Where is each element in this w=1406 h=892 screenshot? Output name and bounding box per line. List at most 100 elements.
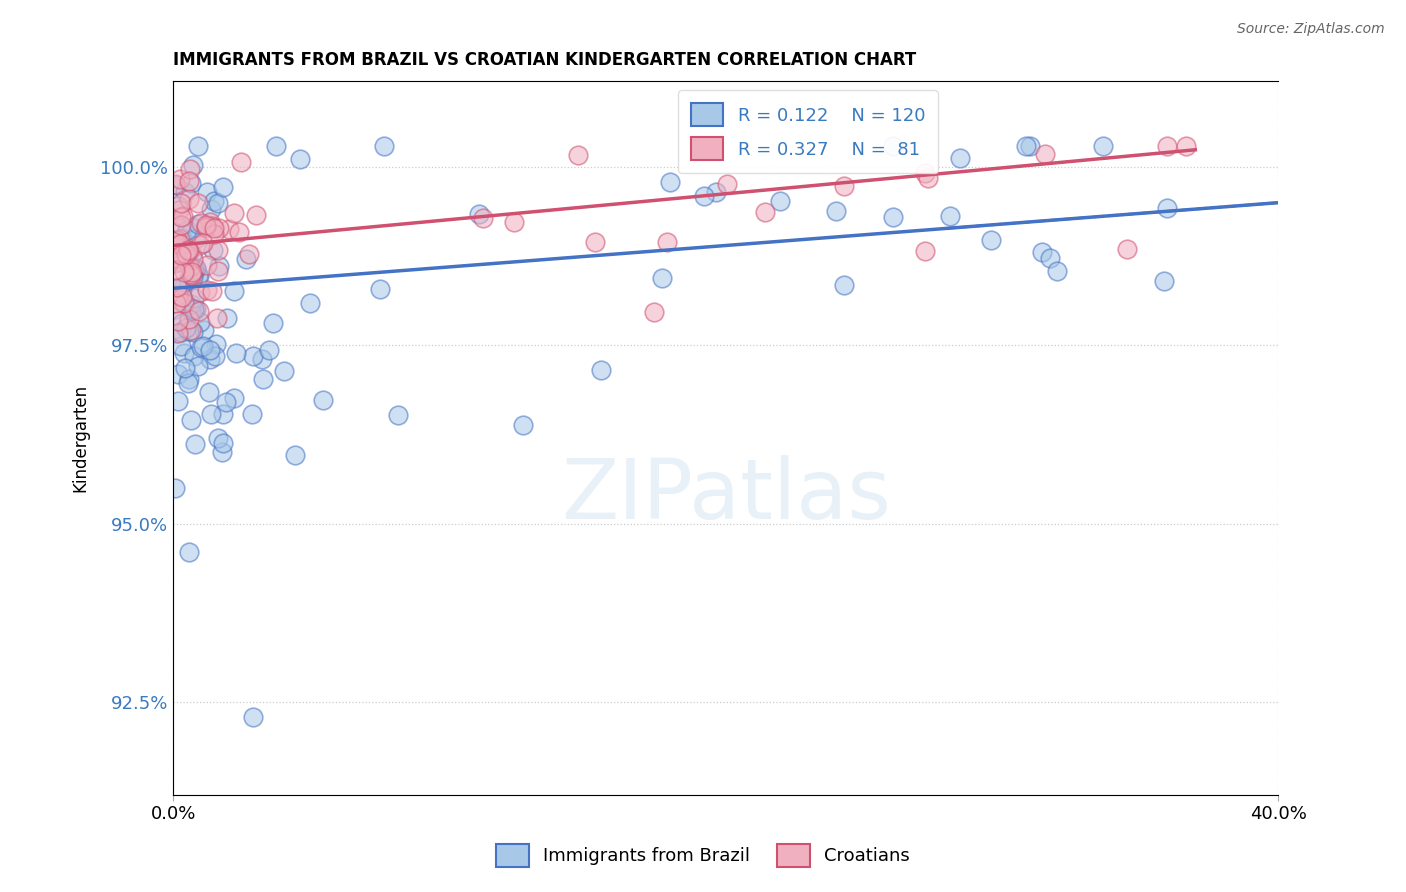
Point — [177, 244, 200, 258]
Point — [172, 209, 194, 223]
Point — [195, 219, 218, 234]
Point — [174, 321, 197, 335]
Point — [949, 151, 972, 165]
Point — [914, 165, 936, 179]
Point — [166, 287, 188, 301]
Point — [172, 230, 194, 244]
Point — [165, 301, 187, 316]
Legend: R = 0.122    N = 120, R = 0.327    N =  81: R = 0.122 N = 120, R = 0.327 N = 81 — [678, 90, 938, 173]
Point — [180, 268, 202, 282]
Point — [207, 432, 229, 446]
Point — [567, 148, 589, 162]
Point — [643, 305, 665, 319]
Point — [173, 295, 195, 310]
Point — [201, 243, 224, 257]
Point — [188, 285, 211, 300]
Point — [266, 138, 288, 153]
Point — [212, 180, 235, 194]
Point — [170, 326, 193, 340]
Point — [207, 244, 229, 258]
Point — [165, 178, 187, 192]
Point — [180, 323, 202, 337]
Point — [176, 376, 198, 391]
Point — [165, 296, 187, 310]
Point — [174, 248, 197, 262]
Point — [179, 260, 201, 274]
Point — [202, 221, 225, 235]
Point — [169, 279, 191, 293]
Point — [167, 199, 190, 213]
Point — [882, 138, 904, 153]
Point — [183, 301, 205, 316]
Point — [882, 211, 904, 225]
Point — [224, 205, 246, 219]
Point — [205, 310, 228, 325]
Point — [211, 444, 233, 458]
Point — [174, 247, 197, 261]
Point — [177, 174, 200, 188]
Point — [183, 436, 205, 450]
Point — [1116, 242, 1139, 256]
Point — [163, 256, 186, 270]
Y-axis label: Kindergarten: Kindergarten — [72, 384, 89, 492]
Point — [184, 231, 207, 245]
Point — [1174, 138, 1197, 153]
Point — [163, 240, 186, 254]
Point — [163, 234, 186, 248]
Point — [208, 260, 231, 274]
Point — [165, 253, 187, 268]
Point — [181, 325, 204, 339]
Point — [1156, 201, 1178, 215]
Point — [284, 448, 307, 462]
Point — [169, 219, 191, 233]
Point — [183, 303, 205, 318]
Point — [238, 247, 260, 261]
Point — [177, 324, 200, 338]
Point — [503, 215, 526, 229]
Point — [173, 345, 195, 359]
Point — [225, 346, 247, 360]
Point — [165, 326, 187, 340]
Point — [181, 269, 204, 284]
Point — [181, 158, 204, 172]
Point — [184, 261, 207, 276]
Point — [180, 304, 202, 318]
Point — [180, 296, 202, 310]
Point — [655, 235, 678, 249]
Point — [205, 336, 228, 351]
Point — [163, 481, 186, 495]
Point — [387, 408, 409, 422]
Point — [187, 359, 209, 373]
Point — [167, 314, 190, 328]
Point — [1015, 138, 1038, 153]
Point — [1153, 274, 1175, 288]
Point — [167, 203, 190, 218]
Point — [180, 413, 202, 427]
Point — [187, 217, 209, 231]
Point — [183, 263, 205, 277]
Legend: Immigrants from Brazil, Croatians: Immigrants from Brazil, Croatians — [489, 837, 917, 874]
Point — [187, 268, 209, 283]
Point — [512, 417, 534, 432]
Point — [180, 176, 202, 190]
Point — [190, 340, 212, 354]
Point — [754, 205, 776, 219]
Point — [250, 352, 273, 367]
Point — [187, 138, 209, 153]
Point — [204, 349, 226, 363]
Point — [193, 323, 215, 337]
Point — [166, 326, 188, 341]
Point — [207, 264, 229, 278]
Point — [173, 238, 195, 252]
Point — [368, 282, 391, 296]
Text: ZIPatlas: ZIPatlas — [561, 455, 890, 536]
Point — [218, 221, 240, 235]
Point — [917, 171, 939, 186]
Point — [187, 268, 209, 283]
Point — [259, 343, 281, 358]
Point — [181, 252, 204, 267]
Point — [252, 372, 274, 386]
Point — [167, 255, 190, 269]
Point — [170, 210, 193, 224]
Point — [181, 265, 204, 279]
